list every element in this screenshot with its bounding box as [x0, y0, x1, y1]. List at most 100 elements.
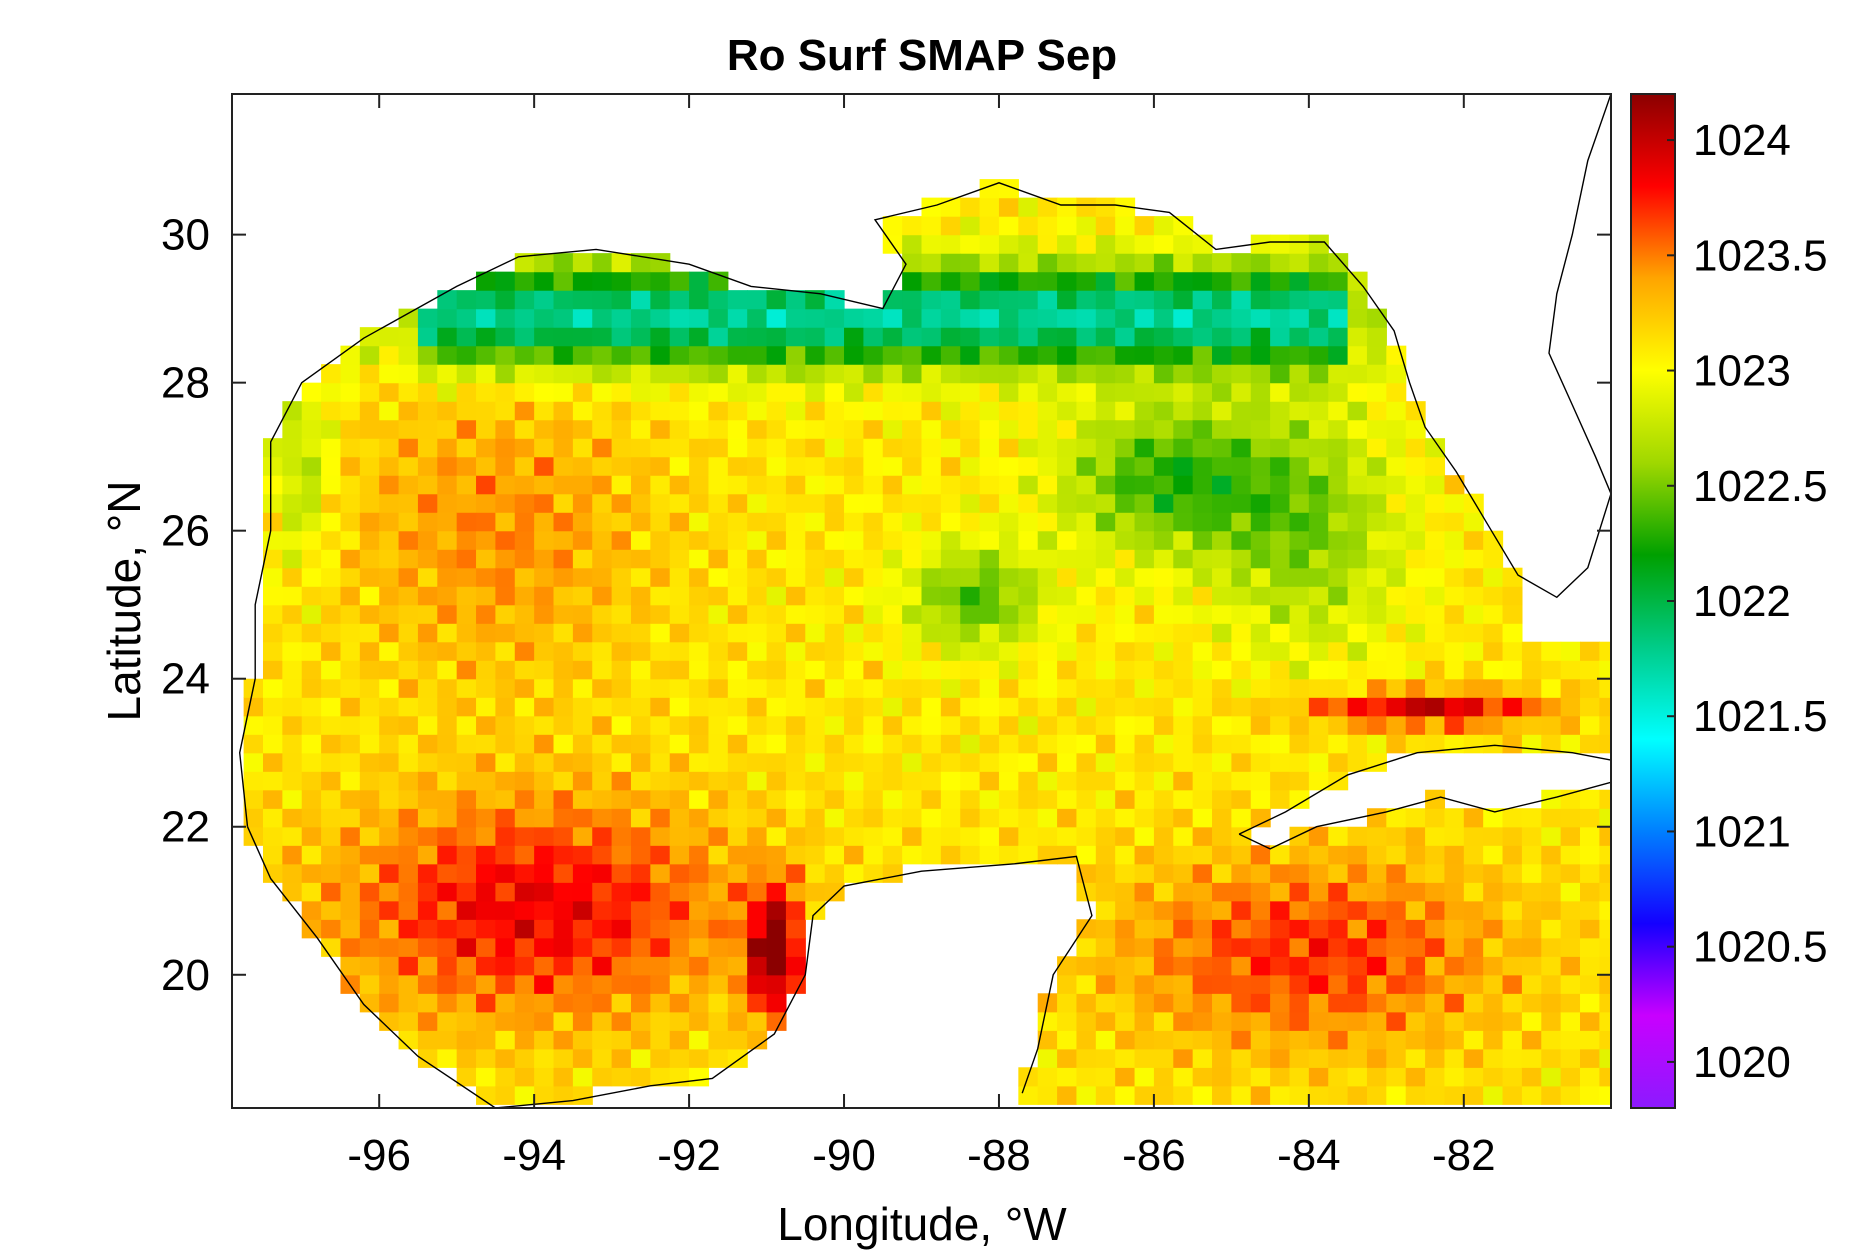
density-cell [1115, 752, 1136, 772]
density-cell [863, 493, 884, 513]
density-cell [1425, 845, 1446, 865]
density-cell [844, 586, 864, 606]
density-cell [321, 623, 342, 643]
density-cell [1173, 845, 1194, 865]
density-cell [1095, 586, 1116, 606]
density-cell [824, 678, 845, 698]
density-cell [708, 993, 729, 1013]
density-cell [1037, 290, 1058, 310]
density-cell [262, 789, 283, 809]
density-cell [340, 752, 361, 772]
density-cell [1095, 567, 1116, 587]
density-cell [1483, 549, 1504, 569]
density-cell [650, 586, 671, 606]
density-cell [1231, 1048, 1252, 1068]
density-cell [321, 845, 342, 865]
density-cell [1153, 863, 1174, 883]
density-cell [979, 475, 1000, 495]
density-cell [262, 456, 283, 476]
density-cell [1134, 1067, 1155, 1087]
density-cell [514, 974, 535, 994]
density-cell [1328, 382, 1349, 402]
density-cell [805, 401, 826, 421]
density-cell [437, 734, 458, 754]
colorbar-tick-label: 1021.5 [1693, 692, 1828, 741]
density-cell [960, 345, 981, 365]
density-cell [630, 308, 651, 328]
density-cell [495, 660, 516, 680]
density-cell [766, 401, 787, 421]
density-cell [1270, 1067, 1291, 1087]
density-cell [1115, 512, 1136, 532]
density-cell [1289, 734, 1310, 754]
density-cell [689, 808, 710, 828]
density-cell [553, 1030, 574, 1050]
density-cell [340, 863, 361, 883]
density-cell [1444, 604, 1465, 624]
density-cell [1386, 863, 1407, 883]
density-cell [476, 438, 497, 458]
density-cell [1076, 475, 1097, 495]
density-cell [1308, 364, 1329, 384]
density-cell [998, 475, 1019, 495]
density-cell [630, 475, 651, 495]
density-cell [398, 660, 419, 680]
density-cell [979, 808, 1000, 828]
density-cell [1405, 549, 1426, 569]
density-cell [553, 290, 574, 310]
density-cell [708, 808, 729, 828]
density-cell [1231, 530, 1252, 550]
density-cell [998, 660, 1019, 680]
density-cell [805, 382, 826, 402]
density-cell [1037, 586, 1058, 606]
density-cell [1444, 586, 1465, 606]
density-cell [960, 438, 981, 458]
density-cell [456, 789, 477, 809]
density-cell [1289, 271, 1310, 291]
density-cell [1560, 660, 1581, 680]
density-cell [456, 382, 477, 402]
density-cell [611, 419, 632, 439]
density-cell [1386, 715, 1407, 735]
density-cell [1250, 974, 1271, 994]
density-cell [1192, 641, 1213, 661]
density-cell [437, 974, 458, 994]
density-cell [1270, 1048, 1291, 1068]
density-cell [1192, 604, 1213, 624]
density-cell [940, 475, 961, 495]
density-cell [805, 475, 826, 495]
density-cell [572, 734, 593, 754]
density-cell [1270, 382, 1291, 402]
density-cell [437, 956, 458, 976]
density-cell [1250, 882, 1271, 902]
density-cell [1502, 734, 1523, 754]
density-cell [572, 419, 593, 439]
density-cell [1212, 308, 1232, 328]
density-cell [282, 845, 303, 865]
density-cell [766, 808, 787, 828]
density-cell [476, 512, 497, 532]
density-cell [1076, 1030, 1097, 1050]
density-cell [611, 678, 632, 698]
density-cell [398, 919, 419, 939]
density-cell [708, 438, 729, 458]
density-cell [1425, 993, 1446, 1013]
density-cell [1037, 604, 1058, 624]
density-cell [824, 641, 845, 661]
density-cell [689, 919, 710, 939]
density-cell [1095, 1085, 1116, 1105]
density-cell [1425, 530, 1446, 550]
density-cell [650, 808, 671, 828]
density-cell [1308, 1030, 1329, 1050]
density-cell [301, 604, 322, 624]
density-cell [1599, 937, 1611, 957]
density-cell [708, 715, 729, 735]
density-cell [940, 789, 961, 809]
density-cell [417, 364, 438, 384]
density-cell [630, 1011, 651, 1031]
density-cell [553, 937, 574, 957]
density-cell [1425, 623, 1446, 643]
density-cell [1347, 456, 1368, 476]
density-cell [727, 697, 748, 717]
density-cell [863, 808, 884, 828]
